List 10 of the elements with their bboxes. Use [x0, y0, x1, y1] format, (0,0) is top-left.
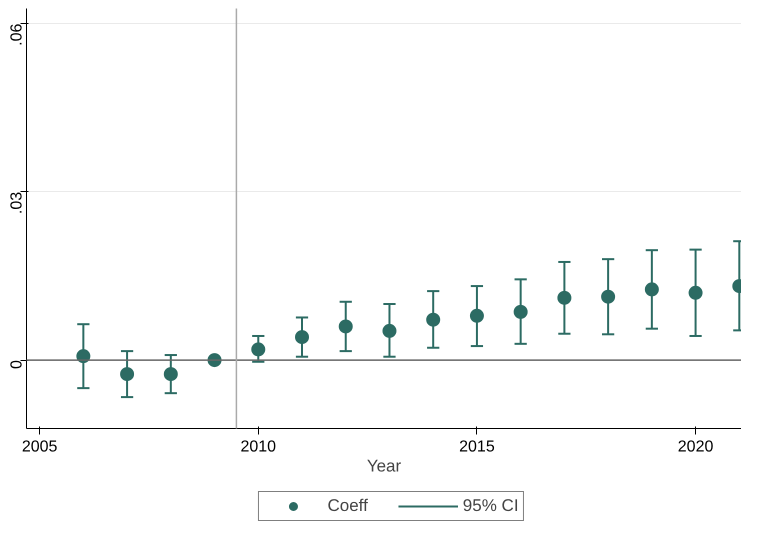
- x-tick-label: 2020: [678, 438, 714, 456]
- text: 95% CI: [462, 496, 519, 516]
- y-tick-label: .06: [8, 24, 26, 46]
- y-tick-label: .03: [8, 192, 26, 214]
- x-axis-title: Year: [366, 456, 402, 476]
- x-tick-label: 2010: [240, 438, 276, 456]
- x-tick-label: 2005: [22, 438, 58, 456]
- y-tick-label: 0: [8, 360, 26, 369]
- x-tick-label: 2015: [459, 438, 495, 456]
- legend-label: Coeff: [327, 496, 368, 516]
